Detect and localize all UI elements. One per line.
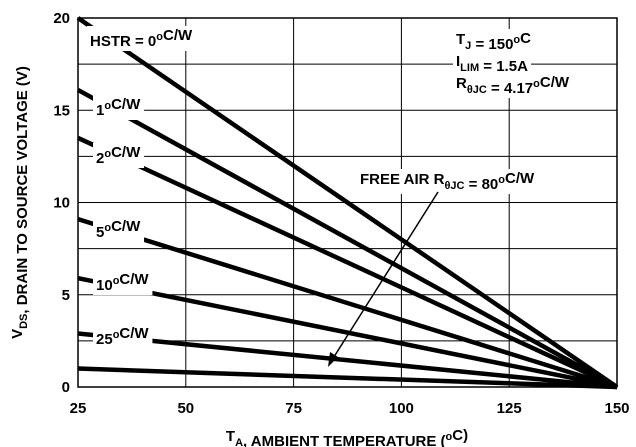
subscript: LIM (460, 62, 479, 74)
x-tick-label: 25 (70, 400, 87, 417)
label-background (93, 217, 145, 242)
x-tick-label: 100 (389, 400, 414, 417)
label-background (87, 26, 197, 51)
subscript: A (235, 437, 243, 447)
label-background (93, 270, 153, 295)
text-part: = 4.17 (487, 80, 533, 97)
series-line (77, 216, 618, 390)
text-part: HSTR = 0 (90, 33, 156, 50)
line-label: 1oC/W (96, 96, 141, 119)
plot-frame (77, 17, 618, 388)
y-tick-label: 10 (53, 195, 70, 212)
line-label: 10oC/W (96, 271, 149, 294)
text-part: C) (452, 427, 468, 444)
text-part: C/W (111, 144, 141, 161)
subscript: θJC (467, 84, 487, 96)
text-part: T (226, 428, 235, 445)
text-part: , AMBIENT TEMPERATURE ( (243, 433, 446, 447)
text-part: C/W (505, 170, 535, 187)
annotation-arrow (331, 191, 439, 361)
label-background (453, 52, 532, 76)
superscript: o (513, 34, 520, 46)
text-part: , DRAIN TO SOURCE VOLTAGE (V) (14, 66, 31, 314)
series-line (76, 87, 619, 389)
text-part: V (9, 329, 26, 339)
line-label: 5oC/W (96, 218, 141, 241)
line-label: 25oC/W (96, 325, 149, 348)
subscript: DS (18, 314, 30, 329)
text-part: = 150 (471, 36, 513, 53)
text-part: 25 (96, 331, 113, 348)
x-tick-label: 50 (177, 400, 194, 417)
text-part: C/W (119, 325, 149, 342)
line-label: HSTR = 0oC/W (90, 27, 193, 50)
text-part: T (456, 31, 465, 48)
series-line (77, 275, 618, 390)
y-axis-label: VDS, DRAIN TO SOURCE VOLTAGE (V) (9, 66, 31, 339)
x-tick-label: 125 (497, 400, 522, 417)
line-label: 2oC/W (96, 144, 141, 167)
text-part: FREE AIR R (360, 171, 445, 188)
condition-text: ILIM = 1.5A (456, 53, 528, 75)
text-part: C (520, 30, 531, 47)
text-part: 1 (96, 102, 104, 119)
superscript: o (446, 431, 453, 443)
subscript: θJC (444, 180, 464, 192)
text-part: R (456, 75, 467, 92)
x-tick-label: 150 (604, 400, 629, 417)
series-line (77, 135, 618, 390)
label-background (453, 73, 573, 98)
condition-text: RθJC = 4.17oC/W (456, 74, 570, 97)
series-line (76, 16, 619, 389)
superscript: o (113, 275, 120, 287)
superscript: o (156, 31, 163, 43)
superscript: o (104, 148, 111, 160)
label-background (93, 143, 145, 168)
x-tick-label: 75 (285, 400, 302, 417)
superscript: o (533, 78, 540, 90)
y-tick-label: 0 (62, 379, 70, 396)
condition-text: TJ = 150oC (456, 30, 531, 53)
text-part: 10 (96, 277, 113, 294)
superscript: o (104, 222, 111, 234)
label-background (93, 95, 145, 120)
y-tick-label: 15 (53, 102, 70, 119)
superscript: o (113, 329, 120, 341)
y-tick-label: 20 (53, 10, 70, 27)
text-part: C/W (111, 218, 141, 235)
y-tick-label: 5 (62, 287, 70, 304)
subscript: J (465, 40, 471, 52)
line-label: FREE AIR RθJC = 80oC/W (360, 170, 535, 193)
x-axis-label: TA, AMBIENT TEMPERATURE (oC) (226, 427, 468, 447)
label-background (453, 29, 535, 54)
text-part: 2 (96, 150, 104, 167)
superscript: o (104, 100, 111, 112)
text-part: = 80 (464, 176, 498, 193)
text-part: C/W (540, 74, 570, 91)
text-part: 5 (96, 224, 104, 241)
text-part: I (456, 53, 460, 70)
series-line (77, 366, 618, 390)
text-part: = 1.5A (479, 58, 528, 75)
superscript: o (498, 174, 505, 186)
text-part: C/W (163, 27, 193, 44)
text-part: C/W (119, 271, 149, 288)
text-part: C/W (111, 96, 141, 113)
series-line (77, 331, 618, 390)
label-background (93, 324, 153, 349)
label-background (357, 169, 538, 194)
arrow-head (328, 352, 338, 367)
